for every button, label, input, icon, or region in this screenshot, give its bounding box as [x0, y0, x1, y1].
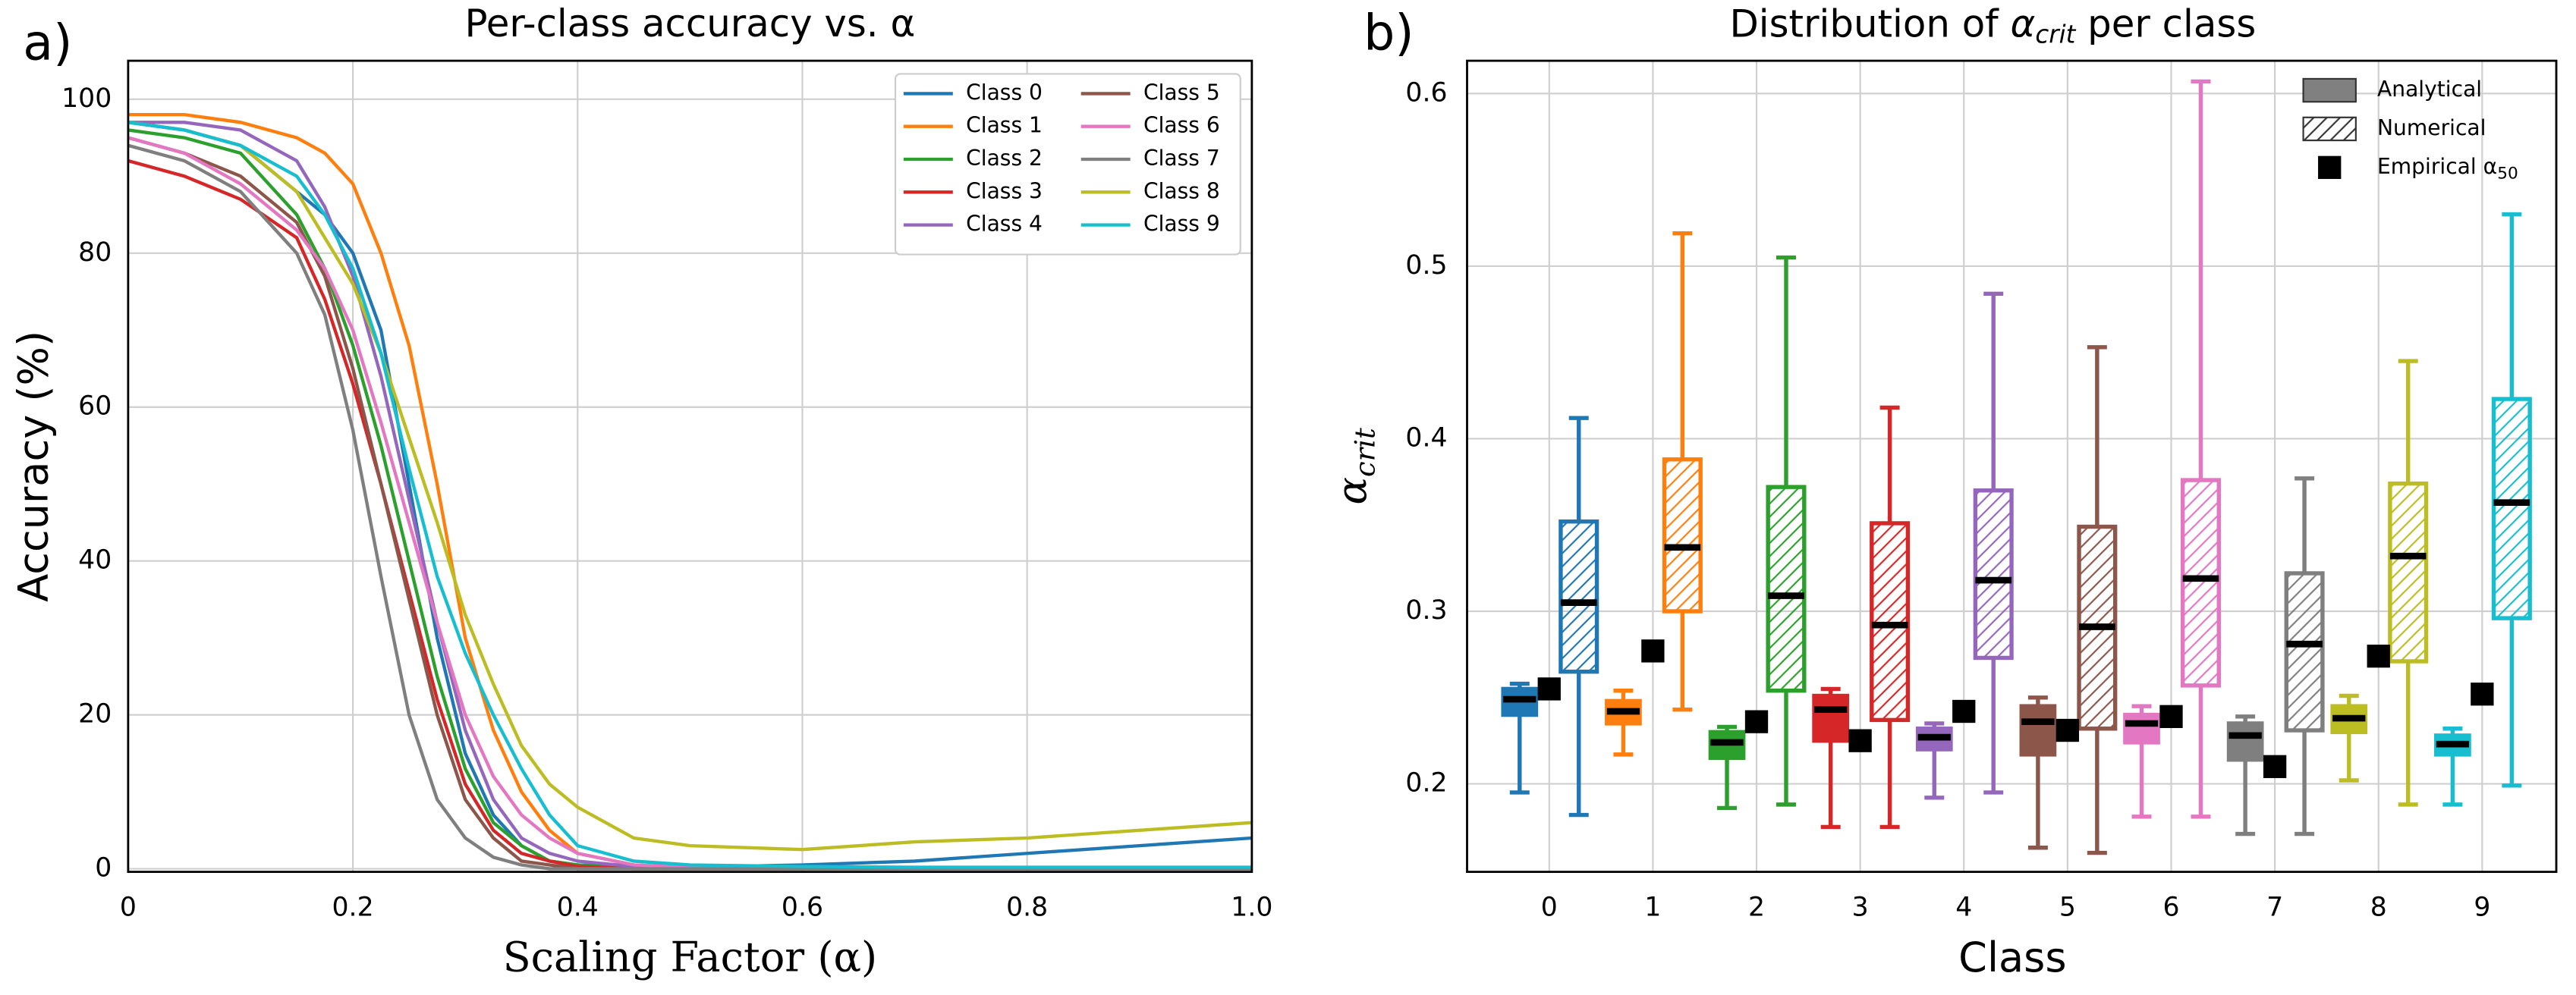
chart-title: Distribution of αcrit per class	[1729, 2, 2256, 49]
x-tick-label: 0.4	[557, 892, 599, 922]
x-tick-label: 8	[2370, 892, 2387, 922]
box	[2123, 712, 2160, 745]
x-tick-label: 5	[2059, 892, 2076, 922]
plot-frame	[127, 59, 1253, 874]
chart-title: Per-class accuracy vs. α	[464, 2, 915, 46]
y-axis-label: αcrit	[1328, 428, 1381, 505]
legend-box	[894, 73, 1241, 256]
empirical-marker	[2159, 705, 2183, 728]
x-tick-label: 4	[1955, 892, 1972, 922]
y-tick-label: 0	[95, 853, 112, 884]
box	[1812, 693, 1850, 743]
line-series	[127, 143, 1252, 871]
title-symbol: α	[2011, 2, 2036, 46]
line-series	[127, 121, 1253, 869]
x-tick-label: 7	[2266, 892, 2283, 922]
legend-name: Analytical	[2377, 77, 2482, 102]
legend-label: Analytical	[2377, 77, 2482, 102]
y-tick-label: 0.6	[1405, 77, 1447, 108]
y-tick-label: 0.2	[1405, 768, 1447, 799]
x-tick-label: 6	[2162, 892, 2179, 922]
box	[2491, 397, 2532, 620]
legend-label: Class 8	[1143, 178, 1220, 203]
title-text: Distribution of	[1729, 2, 2010, 46]
box	[1662, 457, 1703, 614]
y-tick-label: 40	[78, 545, 112, 576]
box	[2284, 571, 2325, 733]
legend-name: Numerical	[2377, 115, 2486, 140]
legend-label: Class 2	[966, 146, 1043, 171]
y-tick-label: 80	[78, 237, 112, 268]
legend-label: Class 6	[1143, 113, 1220, 138]
title-end: per class	[2075, 2, 2256, 46]
y-tick-label: 20	[78, 699, 112, 730]
empirical-marker	[1537, 677, 1561, 701]
y-label-symbol: α	[1328, 477, 1376, 505]
legend-label: Class 0	[966, 80, 1043, 105]
line-series	[127, 121, 1253, 852]
empirical-marker	[1848, 729, 1872, 752]
legend-swatch	[2302, 116, 2357, 142]
y-tick-label: 100	[61, 83, 112, 114]
x-tick-label: 1	[1644, 892, 1661, 922]
box	[2019, 704, 2057, 757]
legend-swatch	[2318, 155, 2342, 179]
box	[2388, 481, 2429, 664]
legend-subscript: 50	[2497, 164, 2518, 183]
box	[1766, 485, 1807, 693]
box	[1870, 521, 1911, 723]
x-axis-label: Scaling Factor (α)	[503, 934, 878, 981]
legend-label: Class 5	[1143, 80, 1220, 105]
legend-label: Empirical α50	[2377, 154, 2518, 184]
x-tick-label: 1.0	[1231, 892, 1272, 922]
y-tick-label: 0.4	[1405, 422, 1447, 453]
panel-label: a)	[23, 15, 72, 72]
legend-label: Numerical	[2377, 115, 2486, 140]
legend-label: Class 3	[966, 178, 1043, 203]
title-subscript: crit	[2035, 20, 2076, 49]
y-label-subscript: crit	[1348, 428, 1381, 477]
box	[2226, 721, 2264, 762]
x-axis-label: Class	[1958, 934, 2066, 981]
legend-label: Class 1	[966, 113, 1043, 138]
box	[1558, 519, 1599, 674]
empirical-marker	[2471, 683, 2494, 706]
empirical-marker	[2055, 718, 2080, 742]
empirical-marker	[2263, 755, 2287, 778]
empirical-marker	[1952, 699, 1976, 723]
plot-frame	[1466, 59, 2558, 874]
x-tick-label: 3	[1852, 892, 1869, 922]
legend-label: Class 7	[1143, 146, 1220, 171]
panel-label: b)	[1363, 5, 1414, 62]
x-tick-label: 9	[2474, 892, 2490, 922]
empirical-marker	[1641, 639, 1665, 663]
empirical-marker	[2367, 645, 2390, 668]
legend-label: Class 4	[966, 212, 1043, 237]
empirical-marker	[1744, 710, 1769, 733]
x-tick-label: 0	[1541, 892, 1558, 922]
x-tick-label: 0.6	[782, 892, 823, 922]
y-tick-label: 60	[78, 391, 112, 422]
x-tick-label: 2	[1748, 892, 1765, 922]
line-series	[127, 159, 1252, 871]
legend-label: Class 9	[1143, 212, 1220, 237]
legend-swatch	[2302, 77, 2357, 103]
y-tick-label: 0.5	[1405, 250, 1447, 281]
y-tick-label: 0.3	[1405, 595, 1447, 626]
y-axis-label: Accuracy (%)	[9, 331, 57, 602]
legend-name: Empirical α	[2377, 154, 2497, 179]
x-tick-label: 0	[120, 892, 137, 922]
line-series	[127, 121, 1252, 869]
x-tick-label: 0.8	[1006, 892, 1048, 922]
x-tick-label: 0.2	[332, 892, 374, 922]
box	[1973, 488, 2014, 661]
box	[2180, 478, 2221, 688]
